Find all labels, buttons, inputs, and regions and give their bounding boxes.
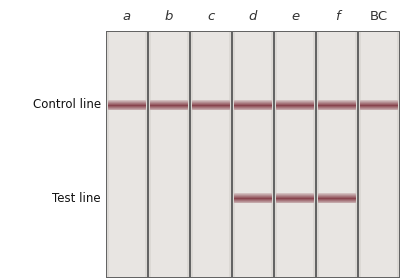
Text: Test line: Test line	[52, 192, 101, 205]
Text: f: f	[335, 10, 339, 23]
Text: d: d	[249, 10, 257, 23]
Text: e: e	[291, 10, 299, 23]
Text: Control line: Control line	[33, 98, 101, 111]
Text: a: a	[123, 10, 131, 23]
Text: BC: BC	[370, 10, 388, 23]
Text: c: c	[207, 10, 215, 23]
Text: b: b	[165, 10, 173, 23]
